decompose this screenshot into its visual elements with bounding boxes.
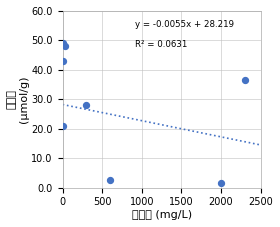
Point (242, 78, 247, 82)
Point (61, 42, 66, 45)
Text: R² = 0.0631: R² = 0.0631 (136, 40, 188, 49)
Text: y = -0.0055x + 28.219: y = -0.0055x + 28.219 (136, 20, 234, 29)
Point (84, 103, 88, 107)
Point (61, 59, 66, 63)
Y-axis label: 흡착능
(μmol/g): 흡착능 (μmol/g) (7, 76, 29, 123)
Point (63, 44, 67, 48)
Point (61, 124, 66, 128)
Point (108, 178, 112, 182)
X-axis label: 용해도 (mg/L): 용해도 (mg/L) (132, 210, 192, 220)
Point (219, 181, 223, 185)
